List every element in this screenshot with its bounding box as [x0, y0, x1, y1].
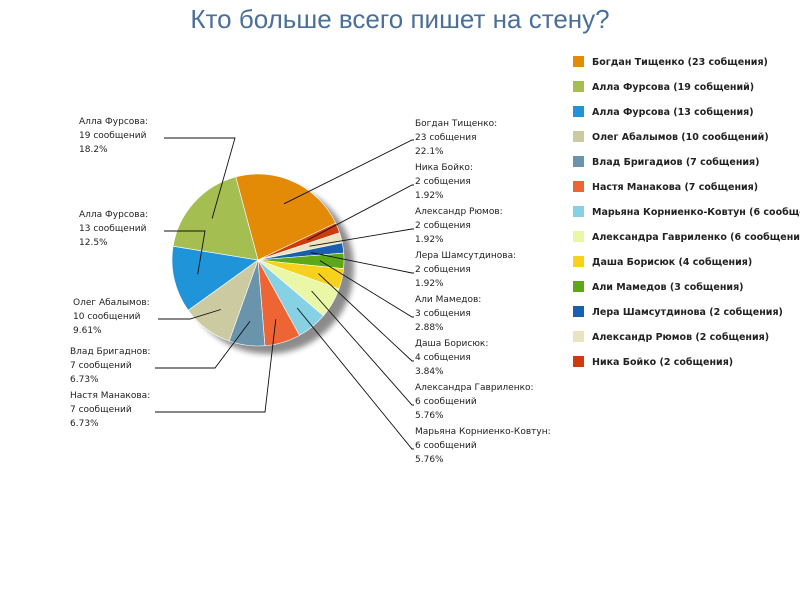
callout-leader-line: [319, 260, 414, 318]
legend-swatch: [573, 56, 584, 67]
slice-callout-label: Алла Фурсова: 13 сообщений 12.5%: [79, 210, 148, 248]
legend-entry[interactable]: Марьяна Корниенко-Ковтун (6 сообщений): [592, 207, 800, 218]
legend-swatch: [573, 81, 584, 92]
legend-swatch: [573, 281, 584, 292]
legend-swatch: [573, 131, 584, 142]
pie-slice[interactable]: [235, 173, 337, 261]
chart-title: Кто больше всего пишет на стену?: [190, 4, 610, 34]
legend-entry[interactable]: Ника Бойко (2 собщения): [592, 357, 733, 368]
legend-swatch: [573, 156, 584, 167]
legend-entry[interactable]: Алла Фурсова (19 собщений): [592, 82, 754, 93]
legend-entry[interactable]: Александр Рюмов (2 собщения): [592, 332, 769, 343]
legend-swatch: [573, 231, 584, 242]
slice-callout-label: Александр Рюмов: 2 собщения 1.92%: [415, 207, 503, 245]
callout-leader-line: [310, 252, 414, 274]
slice-callout-label: Алла Фурсова: 19 сообщений 18.2%: [79, 117, 148, 155]
slice-callout-label: Даша Борисюк: 4 собщения 3.84%: [415, 339, 488, 377]
slice-callout-label: Марьяна Корниенко-Ковтун: 6 сообщений 5.76…: [415, 427, 551, 465]
slice-callout-label: Богдан Тищенко: 23 собщения 22.1%: [415, 119, 497, 157]
legend-entry[interactable]: Влад Бригадиов (7 собщения): [592, 157, 760, 168]
legend-swatch: [573, 331, 584, 342]
legend-entry[interactable]: Александра Гавриленко (6 сообщений): [592, 232, 800, 243]
slice-callout-label: Али Мамедов: 3 собщения 2.88%: [415, 295, 481, 333]
callout-leader-line: [296, 307, 414, 450]
pie-slice[interactable]: [172, 176, 259, 261]
legend-entry[interactable]: Али Мамедов (3 собщения): [592, 282, 744, 293]
slice-callout-label: Александра Гавриленко: 6 сообщений 5.76%: [415, 383, 534, 421]
legend-swatch: [573, 206, 584, 217]
legend-swatch: [573, 306, 584, 317]
legend-swatch: [573, 181, 584, 192]
slice-callout-label: Ника Бойко: 2 собщения 1.92%: [415, 163, 473, 201]
slice-callout-label: Олег Абалымов: 10 сообщений 9.61%: [73, 298, 150, 336]
legend-entry[interactable]: Богдан Тищенко (23 собщения): [592, 57, 768, 68]
slice-callout-label: Влад Бригаднов: 7 сообщений 6.73%: [70, 347, 150, 385]
callout-leader-line: [155, 321, 251, 369]
legend-entry[interactable]: Алла Фурсова (13 собщения): [592, 107, 754, 118]
callout-leader-line: [318, 273, 414, 362]
callout-leader-line: [311, 290, 414, 406]
legend-swatch: [573, 256, 584, 267]
slice-callout-label: Лера Шамсутдинова: 2 собщения 1.92%: [415, 251, 516, 289]
callout-leader-line: [283, 139, 414, 205]
legend-entry[interactable]: Лера Шамсутдинова (2 собщения): [592, 307, 783, 318]
legend-swatch: [573, 356, 584, 367]
legend-entry[interactable]: Настя Манакова (7 собщения): [592, 182, 758, 193]
callout-leader-line: [164, 230, 206, 275]
slice-callout-label: Настя Манакова: 7 сообщений 6.73%: [70, 391, 150, 429]
pie-slice[interactable]: [171, 245, 259, 311]
callout-leader-line: [309, 228, 414, 247]
callout-leader-line: [158, 309, 221, 320]
callout-leader-line: [155, 319, 277, 413]
callout-leader-line: [307, 184, 414, 241]
legend-entry[interactable]: Даша Борисюк (4 собщения): [592, 257, 752, 268]
legend-entry[interactable]: Олег Абалымов (10 сообщений): [592, 132, 769, 143]
legend-swatch: [573, 106, 584, 117]
callout-leader-line: [164, 137, 236, 219]
